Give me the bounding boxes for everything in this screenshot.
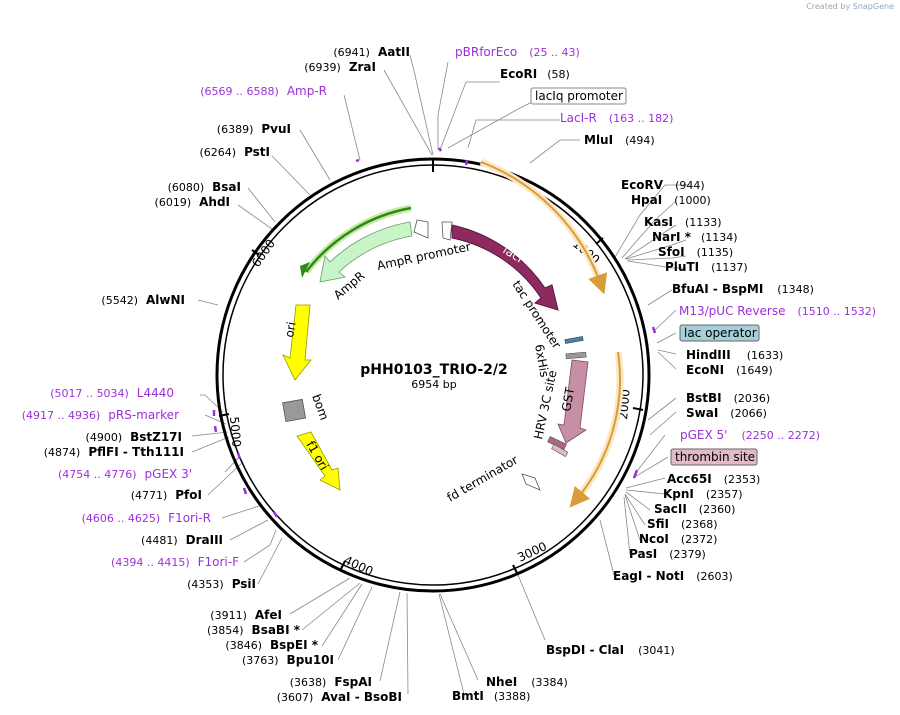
site-ecori[interactable]: EcoRI (58) <box>500 67 570 81</box>
sixhis-label: 6xHis <box>532 343 552 378</box>
primer-laci-r[interactable]: LacI-R (163 .. 182) <box>560 111 673 125</box>
site-sfii[interactable]: SfiI (2368) <box>647 517 718 531</box>
ampR-promoter-arrow <box>413 219 429 239</box>
site-pluti[interactable]: PluTI (1137) <box>665 260 748 274</box>
ampR-feature <box>319 221 413 283</box>
site-hpai[interactable]: HpaI (1000) <box>631 193 711 207</box>
orf-arc-lacI <box>479 158 605 287</box>
site-kasi[interactable]: KasI (1133) <box>644 215 722 229</box>
left-labels: (6941) AatII (6939) ZraI (6569 .. 6588) Amp… <box>22 45 410 704</box>
site-mlui[interactable]: MluI (494) <box>584 133 655 147</box>
site-pasi[interactable]: PasI (2379) <box>629 547 706 561</box>
site-pflfi-tth111i[interactable]: (4874) PflFI - Tth111I <box>44 445 184 459</box>
thrombin-mark <box>551 443 569 457</box>
ampR-promoter-label: AmpR promoter <box>376 239 472 273</box>
right-labels: pBRforEco (25 .. 43) EcoRI (58) lacIq prom… <box>452 45 876 703</box>
site-nari[interactable]: NarI * (1134) <box>652 230 738 244</box>
primer-pgex3[interactable]: (4754 .. 4776) pGEX 3' <box>58 467 192 481</box>
f1ori-feature <box>296 431 341 491</box>
primer-pbrforeco[interactable]: pBRforEco (25 .. 43) <box>455 45 580 59</box>
site-acc65i[interactable]: Acc65I (2353) <box>667 472 760 486</box>
tick-5000: 5000 <box>227 416 244 448</box>
lacIq-promoter-arrow <box>441 221 453 241</box>
ori-label: ori <box>282 321 298 339</box>
site-draiii[interactable]: (4481) DraIII <box>141 533 223 547</box>
bom-feature <box>282 398 307 423</box>
primer-pgex5[interactable]: pGEX 5' (2250 .. 2272) <box>680 428 820 442</box>
snapgene-logo: SnapGene <box>852 2 894 11</box>
primer-l4440[interactable]: (5017 .. 5034) L4440 <box>50 386 174 400</box>
site-hindiii[interactable]: HindIII (1633) <box>686 348 783 362</box>
watermark-prefix: Created by <box>806 2 851 11</box>
site-afei[interactable]: (3911) AfeI <box>210 608 282 622</box>
site-ncoi[interactable]: NcoI (2372) <box>639 532 717 546</box>
fd-terminator-arrow <box>521 473 541 491</box>
feature-thrombin-site[interactable]: thrombin site <box>675 450 755 464</box>
site-bpu10i[interactable]: (3763) Bpu10I <box>242 653 334 667</box>
site-econi[interactable]: EcoNI (1649) <box>686 363 773 377</box>
site-bstbi[interactable]: BstBI (2036) <box>686 391 770 405</box>
site-pvui[interactable]: (6389) PvuI <box>217 122 291 136</box>
site-sfoi[interactable]: SfoI (1135) <box>658 245 733 259</box>
ori-feature <box>282 304 312 381</box>
hrv-label: HRV 3C site <box>531 369 559 441</box>
feature-lac-operator[interactable]: lac operator <box>684 326 757 340</box>
primer-marks <box>212 147 657 518</box>
site-zrai[interactable]: (6939) ZraI <box>304 60 376 74</box>
site-bspdi-clai[interactable]: BspDI - ClaI (3041) <box>546 643 675 657</box>
site-eagi-noti[interactable]: EagI - NotI (2603) <box>613 569 733 583</box>
lac-operator-mark <box>564 336 584 344</box>
site-bsai[interactable]: (6080) BsaI <box>168 180 241 194</box>
tick-4000: 4000 <box>342 553 376 579</box>
f1ori-label: f1 ori <box>303 439 331 473</box>
lacIq-promoter-box <box>530 87 627 105</box>
site-alwni[interactable]: (5542) AlwNI <box>101 293 185 307</box>
primer-f1ori-r[interactable]: (4606 .. 4625) F1ori-R <box>82 511 211 525</box>
site-fspai[interactable]: (3638) FspAI <box>290 675 372 689</box>
site-avai-bsobi[interactable]: (3607) AvaI - BsoBI <box>277 690 402 704</box>
site-bspei[interactable]: (3846) BspEI * <box>225 638 318 652</box>
site-pfoi[interactable]: (4771) PfoI <box>131 488 202 502</box>
site-ecorv[interactable]: EcoRV (944) <box>621 178 705 192</box>
sixhis-mark <box>565 351 587 360</box>
site-bmti[interactable]: BmtI (3388) <box>452 689 530 703</box>
lacI-feature <box>451 224 559 311</box>
plasmid-size: 6954 bp <box>411 378 456 391</box>
gst-feature <box>557 359 589 444</box>
site-bsabi[interactable]: (3854) BsaBI * <box>207 623 301 637</box>
site-ahdi[interactable]: (6019) AhdI <box>155 195 230 209</box>
site-psii[interactable]: (4353) PsiI <box>187 577 256 591</box>
watermark: Created by SnapGene <box>806 2 894 11</box>
primer-amp-r[interactable]: (6569 .. 6588) Amp-R <box>200 84 327 98</box>
bom-label: bom <box>309 392 331 422</box>
primer-f1ori-f[interactable]: (4394 .. 4415) F1ori-F <box>111 555 239 569</box>
site-nhei[interactable]: NheI (3384) <box>486 675 568 689</box>
lac-operator-box <box>679 324 760 342</box>
thrombin-site-box <box>670 448 758 466</box>
feature-lacIq-promoter[interactable]: lacIq promoter <box>535 89 623 103</box>
site-sacii[interactable]: SacII (2360) <box>654 502 735 516</box>
site-bfuai-bspmi[interactable]: BfuAI - BspMI (1348) <box>672 282 814 296</box>
site-kpni[interactable]: KpnI (2357) <box>663 487 742 501</box>
site-swai[interactable]: SwaI (2066) <box>686 406 767 420</box>
site-psti[interactable]: (6264) PstI <box>199 145 270 159</box>
plasmid-name: pHH0103_TRIO-2/2 <box>360 362 508 378</box>
primer-prs-marker[interactable]: (4917 .. 4936) pRS-marker <box>22 408 179 422</box>
site-bstz17i[interactable]: (4900) BstZ17I <box>86 430 182 444</box>
leader-lines <box>191 54 690 695</box>
gst-label: GST <box>559 386 577 413</box>
site-aatii[interactable]: (6941) AatII <box>333 45 410 59</box>
primer-m13-puc-reverse[interactable]: M13/pUC Reverse (1510 .. 1532) <box>679 304 876 318</box>
fd-terminator-label: fd terminator <box>445 453 521 505</box>
scale-ticks <box>218 237 644 574</box>
